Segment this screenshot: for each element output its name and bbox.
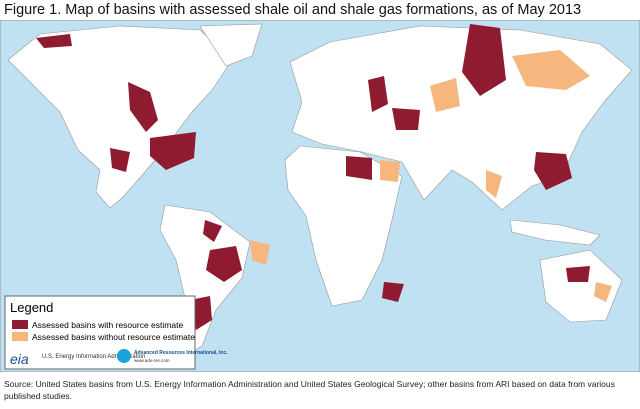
south-america (159, 204, 251, 353)
legend-swatch (12, 332, 28, 341)
basin (430, 78, 460, 112)
basin (534, 152, 572, 190)
legend-label: Assessed basins with resource estimate (32, 320, 183, 330)
basin (368, 76, 388, 112)
legend-title: Legend (10, 300, 53, 315)
eia-name: U.S. Energy Information Administration (42, 354, 145, 360)
basin (346, 156, 372, 180)
basin (462, 24, 506, 96)
basin (203, 220, 222, 242)
basin (110, 148, 130, 172)
ari-url: www.adv-res.com (134, 358, 170, 363)
basin (206, 246, 242, 282)
legend-box (4, 295, 196, 370)
source-note: Source: United States basins from U.S. E… (4, 379, 615, 401)
basin (380, 160, 400, 182)
basin (36, 34, 72, 48)
greenland (199, 23, 263, 67)
basin (512, 50, 590, 90)
basin (392, 108, 420, 130)
basins (36, 24, 612, 330)
indonesia (509, 219, 601, 246)
ari-name: Advanced Resources International, Inc. (134, 350, 228, 356)
eia-logo: eia (10, 351, 29, 367)
basin (486, 170, 502, 198)
legend: Legend Assessed basins with resource est… (4, 295, 228, 370)
basin (382, 282, 404, 302)
legend-label: Assessed basins without resource estimat… (32, 332, 195, 342)
legend-swatch (12, 320, 28, 329)
map: Legend Assessed basins with resource est… (0, 20, 640, 372)
map-title: Figure 1. Map of basins with assessed sh… (4, 2, 582, 18)
north-america (7, 25, 233, 209)
basin (566, 266, 590, 282)
ari-logo (117, 349, 131, 363)
basin (250, 240, 270, 265)
basin (594, 282, 612, 302)
australia (539, 249, 623, 323)
basin (128, 82, 158, 132)
basin (150, 132, 196, 170)
